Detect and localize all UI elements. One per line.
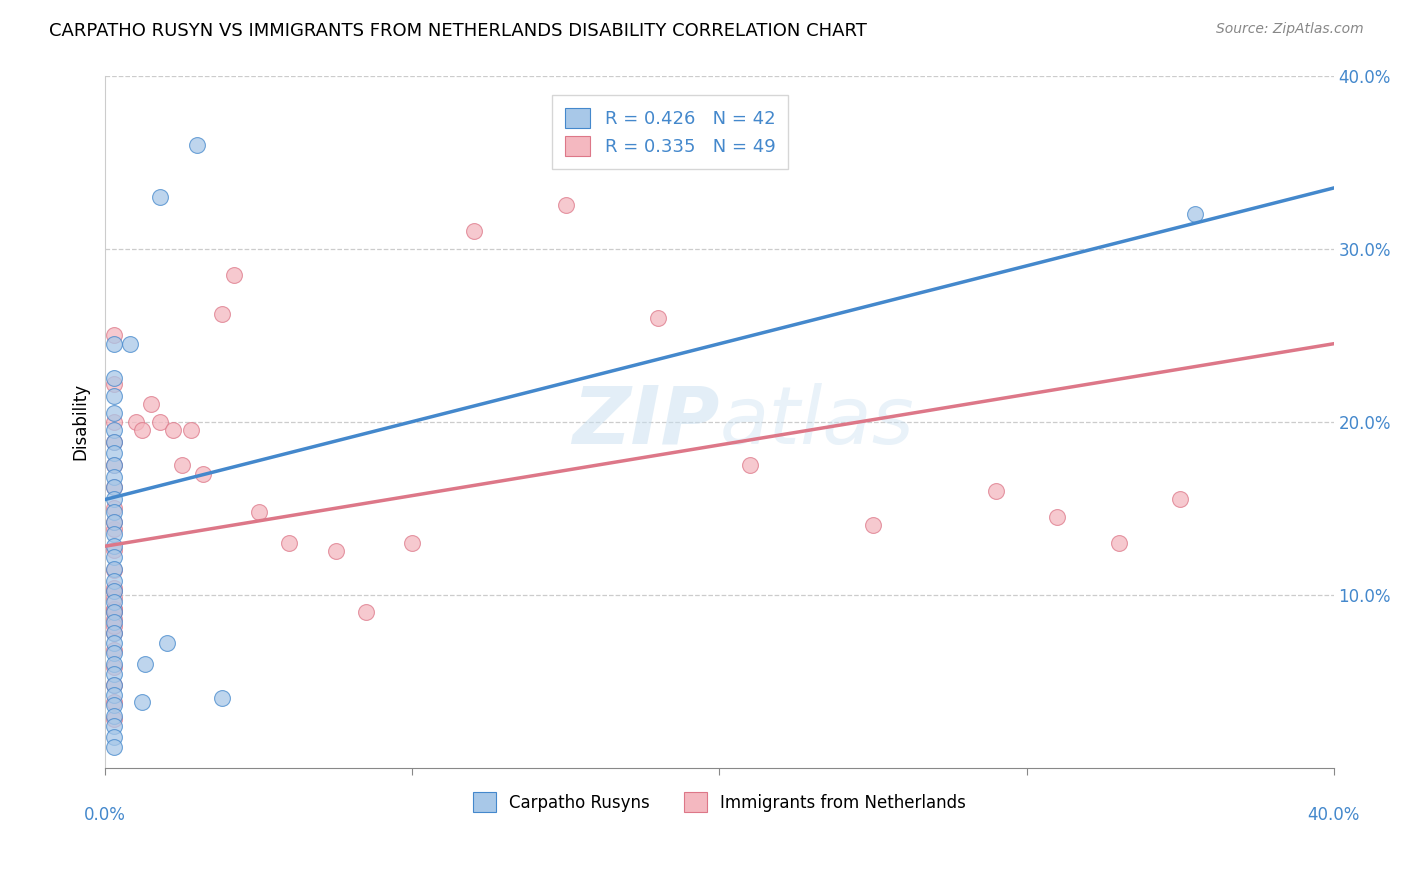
- Point: [103, 446, 125, 460]
- Point: [354, 605, 377, 619]
- Point: [103, 712, 125, 726]
- Point: [103, 562, 125, 576]
- Point: [103, 336, 125, 351]
- Point: [247, 505, 270, 519]
- Point: [103, 739, 125, 754]
- Point: [170, 458, 193, 472]
- Point: [134, 657, 156, 671]
- Point: [103, 625, 125, 640]
- Point: [103, 522, 125, 536]
- Point: [103, 647, 125, 661]
- Point: [103, 435, 125, 450]
- Point: [103, 415, 125, 429]
- Text: 40.0%: 40.0%: [1308, 805, 1360, 824]
- Point: [647, 310, 669, 325]
- Point: [103, 678, 125, 692]
- Point: [103, 698, 125, 713]
- Point: [103, 708, 125, 723]
- Text: atlas: atlas: [720, 383, 914, 460]
- Point: [103, 584, 125, 599]
- Legend: Carpatho Rusyns, Immigrants from Netherlands: Carpatho Rusyns, Immigrants from Netherl…: [463, 782, 976, 822]
- Point: [103, 480, 125, 494]
- Point: [984, 483, 1007, 498]
- Point: [131, 423, 153, 437]
- Text: ZIP: ZIP: [572, 383, 720, 460]
- Point: [103, 542, 125, 557]
- Point: [103, 539, 125, 553]
- Point: [103, 492, 125, 507]
- Point: [149, 189, 172, 203]
- Point: [103, 549, 125, 564]
- Point: [103, 470, 125, 484]
- Point: [103, 657, 125, 671]
- Point: [103, 678, 125, 692]
- Point: [103, 527, 125, 541]
- Point: [1184, 207, 1206, 221]
- Point: [103, 406, 125, 420]
- Text: Source: ZipAtlas.com: Source: ZipAtlas.com: [1216, 22, 1364, 37]
- Point: [103, 594, 125, 608]
- Point: [103, 505, 125, 519]
- Point: [103, 719, 125, 733]
- Point: [103, 643, 125, 657]
- Point: [141, 397, 163, 411]
- Point: [103, 619, 125, 633]
- Point: [103, 591, 125, 606]
- Point: [278, 535, 301, 549]
- Point: [103, 501, 125, 516]
- Point: [180, 423, 202, 437]
- Point: [211, 307, 233, 321]
- Point: [103, 625, 125, 640]
- Point: [193, 467, 215, 481]
- Point: [1168, 492, 1191, 507]
- Point: [103, 515, 125, 529]
- Point: [401, 535, 423, 549]
- Point: [463, 224, 485, 238]
- Point: [103, 435, 125, 450]
- Point: [325, 544, 347, 558]
- Point: [224, 268, 246, 282]
- Point: [103, 730, 125, 744]
- Point: [103, 605, 125, 619]
- Point: [103, 601, 125, 615]
- Point: [149, 415, 172, 429]
- Point: [740, 458, 762, 472]
- Point: [103, 423, 125, 437]
- Point: [103, 371, 125, 385]
- Point: [103, 458, 125, 472]
- Point: [103, 667, 125, 681]
- Point: [103, 615, 125, 630]
- Text: 0.0%: 0.0%: [84, 805, 127, 824]
- Point: [118, 336, 141, 351]
- Point: [103, 563, 125, 577]
- Point: [103, 601, 125, 615]
- Point: [103, 688, 125, 702]
- Point: [103, 612, 125, 626]
- Point: [862, 518, 884, 533]
- Point: [103, 458, 125, 472]
- Point: [125, 415, 148, 429]
- Point: [103, 389, 125, 403]
- Y-axis label: Disability: Disability: [72, 383, 89, 460]
- Point: [211, 691, 233, 706]
- Point: [554, 198, 576, 212]
- Point: [186, 137, 208, 152]
- Point: [103, 660, 125, 674]
- Point: [1108, 535, 1130, 549]
- Point: [103, 584, 125, 599]
- Point: [103, 328, 125, 343]
- Point: [156, 636, 179, 650]
- Point: [103, 695, 125, 709]
- Point: [103, 574, 125, 588]
- Point: [103, 376, 125, 391]
- Text: CARPATHO RUSYN VS IMMIGRANTS FROM NETHERLANDS DISABILITY CORRELATION CHART: CARPATHO RUSYN VS IMMIGRANTS FROM NETHER…: [49, 22, 868, 40]
- Point: [1046, 509, 1069, 524]
- Point: [103, 636, 125, 650]
- Point: [103, 581, 125, 595]
- Point: [162, 423, 184, 437]
- Point: [103, 605, 125, 619]
- Point: [103, 515, 125, 529]
- Point: [131, 695, 153, 709]
- Point: [103, 480, 125, 494]
